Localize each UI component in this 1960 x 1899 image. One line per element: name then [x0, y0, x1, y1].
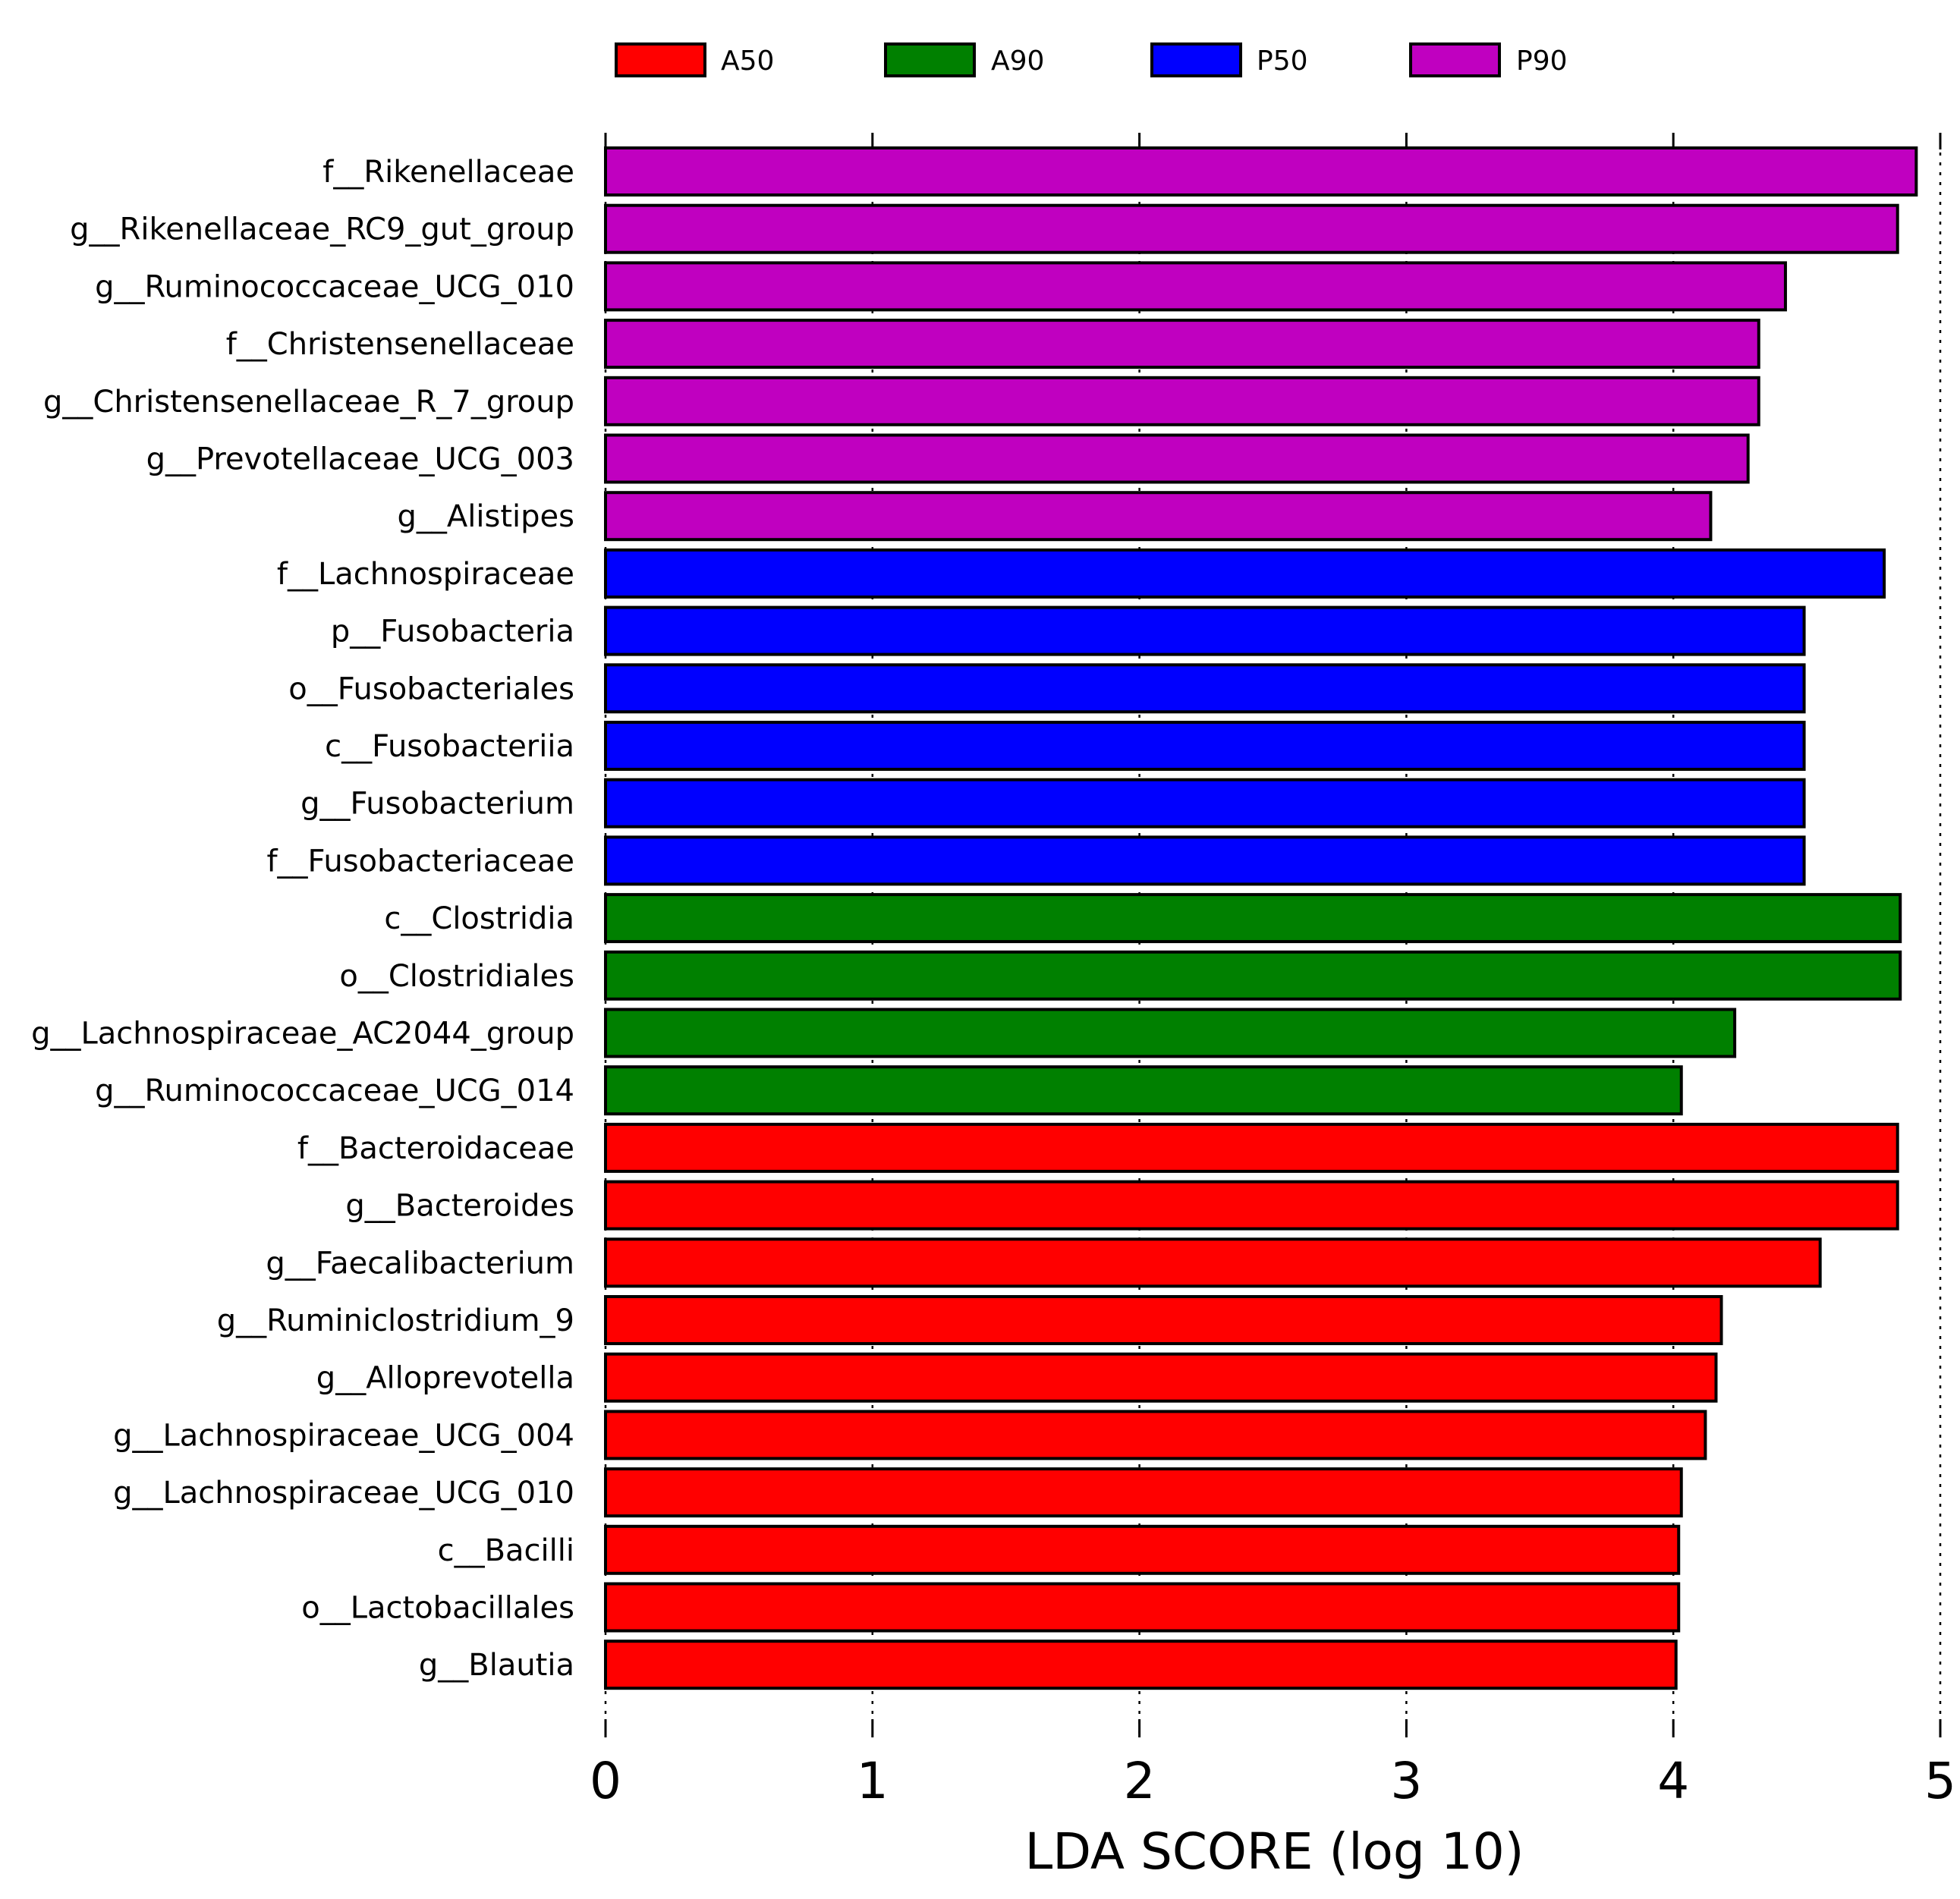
category-label: o__Fusobacteriales [288, 671, 574, 706]
bar-o__Clostridiales [606, 952, 1900, 999]
category-label: g__Blautia [419, 1648, 574, 1683]
x-axis-title: LDA SCORE (log 10) [1024, 1822, 1524, 1881]
bar-g__Alloprevotella [606, 1354, 1716, 1401]
x-tick-label: 0 [590, 1752, 621, 1810]
category-label: g__Christensenellaceae_R_7_group [43, 385, 574, 420]
bar-g__Rikenellaceae_RC9_gut_group [606, 206, 1898, 253]
category-label: g__Prevotellaceae_UCG_003 [146, 442, 574, 477]
bar-c__Clostridia [606, 894, 1900, 942]
category-label: g__Faecalibacterium [266, 1246, 574, 1281]
category-label: g__Rikenellaceae_RC9_gut_group [70, 212, 574, 247]
category-label: c__Clostridia [384, 901, 574, 936]
x-tick-label: 3 [1390, 1752, 1422, 1810]
bar-o__Lactobacillales [606, 1584, 1678, 1631]
legend-swatch-P90 [1411, 44, 1499, 76]
bar-g__Bacteroides [606, 1182, 1898, 1229]
category-label: f__Lachnospiraceae [277, 557, 574, 592]
bar-g__Lachnospiraceae_UCG_004 [606, 1411, 1705, 1458]
category-label: g__Lachnospiraceae_AC2044_group [31, 1017, 574, 1052]
category-label: g__Alistipes [398, 499, 574, 534]
bar-g__Lachnospiraceae_AC2044_group [606, 1010, 1735, 1057]
bar-g__Blautia [606, 1641, 1676, 1688]
category-label: g__Lachnospiraceae_UCG_010 [113, 1476, 574, 1511]
bar-g__Ruminococcaceae_UCG_010 [606, 263, 1785, 310]
bar-p__Fusobacteria [606, 608, 1804, 655]
category-label: g__Bacteroides [345, 1189, 574, 1224]
bar-g__Ruminococcaceae_UCG_014 [606, 1067, 1682, 1114]
category-label: g__Ruminiclostridium_9 [217, 1303, 574, 1338]
bar-g__Lachnospiraceae_UCG_010 [606, 1469, 1682, 1516]
category-label: c__Fusobacteriia [325, 729, 574, 764]
category-labels: f__Rikenellaceae g__Rikenellaceae_RC9_gut… [31, 155, 574, 1683]
x-tick-label: 2 [1124, 1752, 1156, 1810]
category-label: f__Fusobacteriaceae [266, 844, 574, 879]
legend-label: P90 [1516, 46, 1568, 77]
x-tick-label: 5 [1924, 1752, 1956, 1810]
bar-f__Rikenellaceae [606, 148, 1916, 195]
legend-label: P50 [1257, 46, 1308, 77]
legend: A50 A90 P50 P90 [616, 44, 1568, 77]
bar-g__Prevotellaceae_UCG_003 [606, 435, 1748, 483]
bar-c__Fusobacteriia [606, 722, 1804, 769]
category-label: f__Bacteroidaceae [297, 1131, 574, 1166]
category-label: g__Alloprevotella [316, 1361, 574, 1396]
bar-f__Fusobacteriaceae [606, 837, 1804, 884]
category-label: p__Fusobacteria [331, 615, 574, 649]
category-label: o__Lactobacillales [301, 1591, 574, 1626]
legend-label: A50 [721, 46, 774, 77]
bar-o__Fusobacteriales [606, 665, 1804, 712]
bar-g__Faecalibacterium [606, 1239, 1820, 1286]
category-label: g__Ruminococcaceae_UCG_010 [95, 269, 574, 304]
category-label: g__Lachnospiraceae_UCG_004 [113, 1418, 574, 1453]
category-label: g__Ruminococcaceae_UCG_014 [95, 1074, 574, 1108]
legend-label: A90 [991, 46, 1044, 77]
legend-swatch-P50 [1152, 44, 1241, 76]
bar-g__Christensenellaceae_R_7_group [606, 378, 1759, 425]
category-label: g__Fusobacterium [300, 787, 574, 822]
x-tick-label: 4 [1657, 1752, 1689, 1810]
bar-g__Ruminiclostridium_9 [606, 1297, 1722, 1344]
bar-f__Christensenellaceae [606, 320, 1759, 367]
legend-swatch-A50 [616, 44, 705, 76]
bar-f__Bacteroidaceae [606, 1124, 1898, 1171]
bar-c__Bacilli [606, 1526, 1678, 1574]
x-tick-label: 1 [857, 1752, 889, 1810]
bar-layer [606, 148, 1916, 1688]
bar-g__Alistipes [606, 492, 1710, 539]
legend-swatch-A90 [886, 44, 974, 76]
lda-chart: f__Rikenellaceae g__Rikenellaceae_RC9_gut… [0, 0, 1960, 1899]
category-label: o__Clostridiales [339, 959, 574, 994]
category-label: f__Rikenellaceae [322, 155, 574, 190]
lda-bar-chart-svg: f__Rikenellaceae g__Rikenellaceae_RC9_gut… [0, 0, 1960, 1899]
bar-g__Fusobacterium [606, 780, 1804, 827]
bar-f__Lachnospiraceae [606, 550, 1884, 597]
category-label: f__Christensenellaceae [226, 327, 574, 362]
category-label: c__Bacilli [438, 1533, 574, 1568]
